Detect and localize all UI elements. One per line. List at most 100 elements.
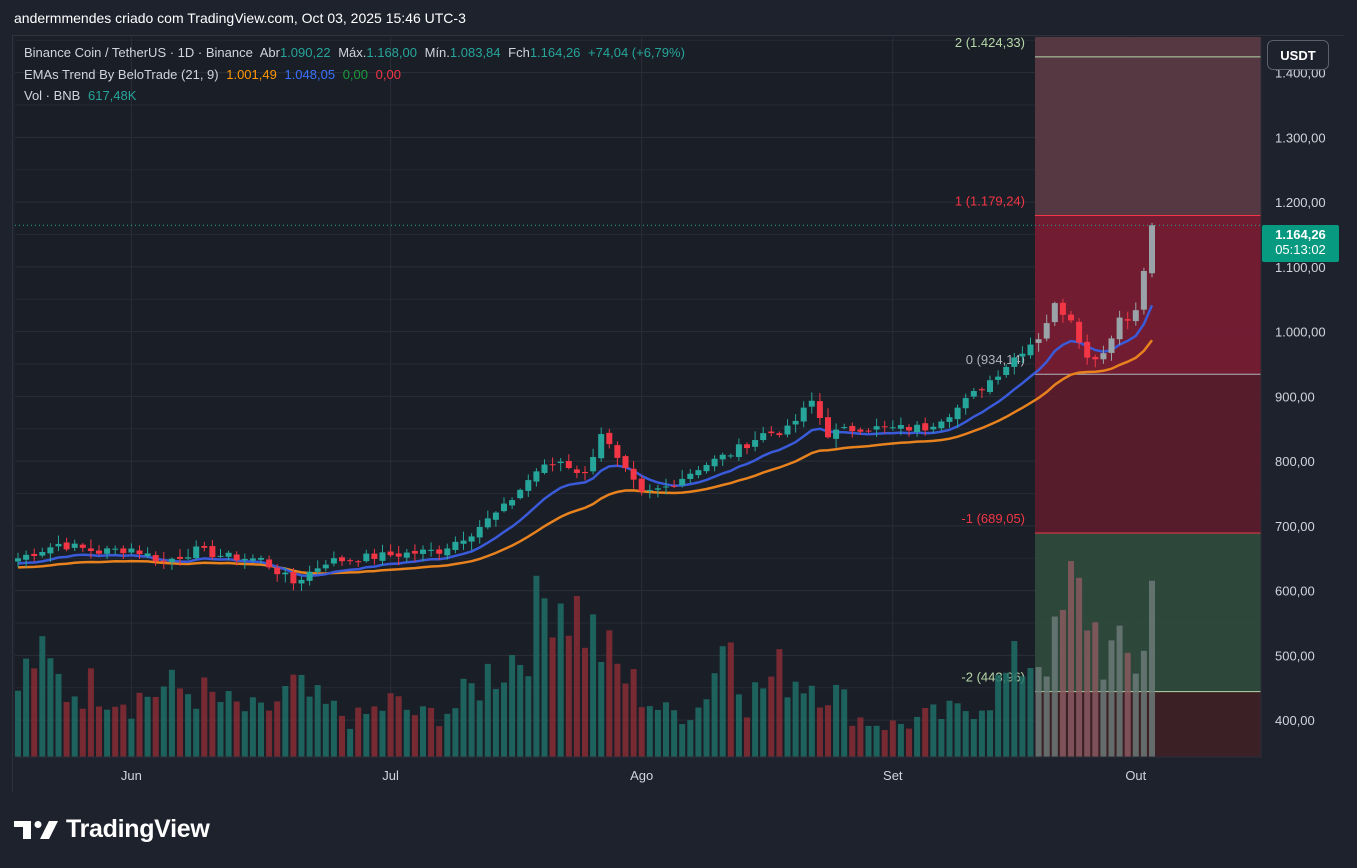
candle-body xyxy=(1019,353,1026,357)
candle-body xyxy=(15,558,21,562)
low-label: Mín. xyxy=(424,45,450,60)
volume-bar xyxy=(322,703,329,757)
price-tick-label: 1.200,00 xyxy=(1275,195,1326,210)
volume-bar xyxy=(1059,609,1066,757)
volume-bar xyxy=(695,707,702,757)
volume-bar xyxy=(914,716,921,757)
volume-bar xyxy=(873,725,880,757)
ema-indicator-name[interactable]: EMAs Trend By BeloTrade (21, 9) xyxy=(24,67,219,82)
candle-body xyxy=(96,550,102,554)
volume-bar xyxy=(687,720,694,757)
volume-bar xyxy=(849,725,856,757)
candle-body xyxy=(258,557,264,560)
candle-body xyxy=(444,548,451,556)
volume-bar xyxy=(760,688,767,757)
candle-body xyxy=(1092,356,1099,360)
candle-body xyxy=(1051,303,1058,323)
open-value: 1.090,22 xyxy=(279,45,331,60)
candle-body xyxy=(484,518,491,528)
last-price-badge: 1.164,26 05:13:02 xyxy=(1262,225,1339,262)
candle-body xyxy=(938,421,945,429)
volume-bar xyxy=(646,706,653,757)
volume-bar xyxy=(590,614,597,757)
candle-body xyxy=(379,552,386,561)
candle-body xyxy=(889,427,896,429)
volume-bar xyxy=(339,715,345,757)
volume-bar xyxy=(31,668,38,757)
fib-zone-0-m1 xyxy=(1035,374,1261,533)
candle-body xyxy=(816,401,823,418)
volume-bar xyxy=(987,710,993,757)
volume-label[interactable]: Vol · BNB xyxy=(24,88,81,103)
candle-body xyxy=(776,433,783,436)
candle-body xyxy=(1084,341,1091,358)
volume-bar xyxy=(509,655,516,757)
candle-body xyxy=(695,470,702,476)
candle-body xyxy=(403,552,410,558)
volume-bar xyxy=(906,728,912,757)
candle-body xyxy=(857,429,864,432)
volume-bar xyxy=(622,683,629,757)
candle-body xyxy=(177,556,183,559)
candle-body xyxy=(638,478,645,492)
volume-bar xyxy=(379,710,386,757)
candle-body xyxy=(752,440,759,447)
volume-bar xyxy=(217,702,224,757)
candle-body xyxy=(347,560,354,562)
candle-body xyxy=(760,433,767,441)
candle-body xyxy=(128,548,135,553)
candle-body xyxy=(671,485,678,487)
volume-bar xyxy=(711,673,718,757)
volume-bar xyxy=(306,696,313,757)
volume-series xyxy=(15,561,1155,757)
candle-body xyxy=(606,432,613,445)
candle-body xyxy=(322,564,329,569)
volume-bar xyxy=(922,707,929,757)
volume-bar xyxy=(565,635,572,757)
close-value: 1.164,26 xyxy=(529,45,581,60)
candle-body xyxy=(573,469,580,473)
price-chart[interactable]: 2 (1.424,33) 1 (1.179,24) 0 (934,14) -1 (68… xyxy=(13,36,1345,793)
volume-bar xyxy=(330,700,337,757)
candle-body xyxy=(1003,366,1010,375)
candle-body xyxy=(630,468,637,480)
candle-body xyxy=(995,376,1002,380)
volume-bar xyxy=(104,709,111,757)
tradingview-logo-text: TradingView xyxy=(66,815,210,843)
symbol-title[interactable]: Binance Coin / TetherUS · 1D · Binance xyxy=(24,45,253,60)
open-label: Abr xyxy=(259,45,280,60)
volume-bar xyxy=(1019,676,1026,757)
price-tick-label: 500,00 xyxy=(1275,648,1315,663)
candle-body xyxy=(703,464,710,472)
candle-body xyxy=(897,425,904,429)
candle-body xyxy=(565,461,572,468)
candle-body xyxy=(962,398,969,409)
price-tick-label: 900,00 xyxy=(1275,389,1315,404)
volume-bar xyxy=(468,683,475,757)
candle-body xyxy=(201,545,208,548)
volume-bar xyxy=(444,713,451,757)
candle-body xyxy=(420,549,426,554)
volume-bar xyxy=(1003,672,1010,757)
volume-bar xyxy=(881,730,888,757)
candle-body xyxy=(185,557,192,559)
candle-body xyxy=(1027,344,1034,356)
currency-button[interactable]: USDT xyxy=(1267,40,1329,70)
chart-frame[interactable]: 2 (1.424,33) 1 (1.179,24) 0 (934,14) -1 (68… xyxy=(12,35,1345,793)
time-tick-label: Out xyxy=(1125,768,1146,783)
volume-bar xyxy=(679,724,686,757)
candle-body xyxy=(509,500,516,506)
volume-bar xyxy=(897,723,904,757)
tradingview-logo[interactable]: TradingView xyxy=(14,815,210,844)
volume-bar xyxy=(1011,641,1018,757)
volume-bar xyxy=(865,725,872,757)
candle-body xyxy=(1149,225,1155,274)
candle-body xyxy=(1059,302,1066,315)
candle-body xyxy=(549,464,556,466)
volume-bar xyxy=(938,718,945,757)
volume-bar xyxy=(501,682,507,757)
candle-body xyxy=(492,512,499,520)
price-tick-label: 400,00 xyxy=(1275,713,1315,728)
candle-body xyxy=(582,471,588,474)
candle-body xyxy=(1132,310,1139,322)
